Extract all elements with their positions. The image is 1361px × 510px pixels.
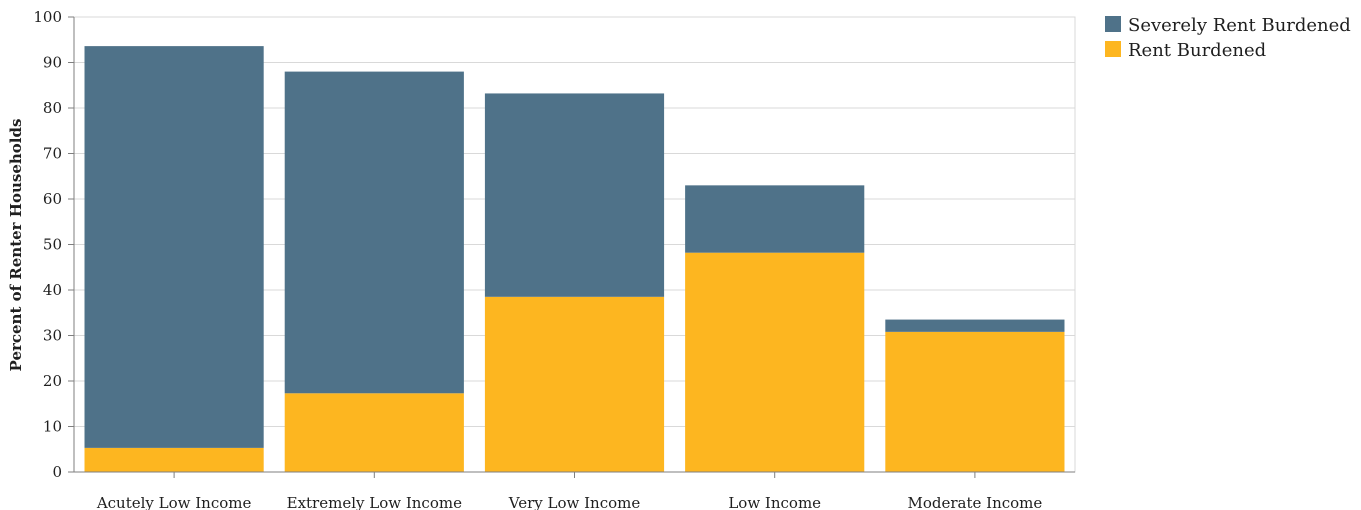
y-tick-label: 70 bbox=[43, 145, 62, 163]
legend-label: Severely Rent Burdened bbox=[1128, 15, 1351, 36]
x-tick-label: Low Income bbox=[728, 494, 821, 510]
x-tick-label: Extremely Low Income bbox=[287, 494, 462, 510]
y-tick-label: 0 bbox=[52, 463, 62, 481]
y-tick-label: 40 bbox=[43, 281, 62, 299]
bar-rent-burdened bbox=[685, 252, 865, 472]
y-tick-label: 50 bbox=[43, 236, 62, 254]
y-tick-label: 80 bbox=[43, 99, 62, 117]
bar-rent-burdened bbox=[484, 296, 665, 472]
bar-rent-burdened bbox=[84, 447, 264, 472]
legend-label: Rent Burdened bbox=[1128, 40, 1266, 61]
axes: 0 10 20 30 40 50 60 70 80 90 100 Acutely Low Income… bbox=[33, 8, 1075, 510]
legend: Severely Rent Burdened Rent Burdened bbox=[1105, 15, 1351, 61]
bar-rent-burdened bbox=[885, 331, 1065, 472]
bar-severely-rent-burdened bbox=[484, 93, 665, 297]
x-tick-label: Moderate Income bbox=[908, 494, 1043, 510]
bar-severely-rent-burdened bbox=[284, 71, 464, 394]
bar-severely-rent-burdened bbox=[885, 319, 1065, 332]
x-tick-label: Very Low Income bbox=[508, 494, 641, 510]
legend-swatch bbox=[1105, 41, 1121, 57]
y-tick-label: 30 bbox=[43, 327, 62, 345]
y-tick-label: 90 bbox=[43, 54, 62, 72]
legend-swatch bbox=[1105, 16, 1121, 32]
bar-severely-rent-burdened bbox=[84, 46, 264, 448]
x-tick-label: Acutely Low Income bbox=[96, 494, 252, 510]
bars bbox=[84, 46, 1065, 472]
bar-rent-burdened bbox=[284, 393, 464, 472]
y-axis-label: Percent of Renter Households bbox=[7, 119, 25, 372]
y-tick-label: 20 bbox=[43, 372, 62, 390]
y-tick-label: 100 bbox=[33, 8, 62, 26]
y-tick-label: 10 bbox=[43, 418, 62, 436]
bar-severely-rent-burdened bbox=[685, 185, 865, 253]
y-tick-label: 60 bbox=[43, 190, 62, 208]
